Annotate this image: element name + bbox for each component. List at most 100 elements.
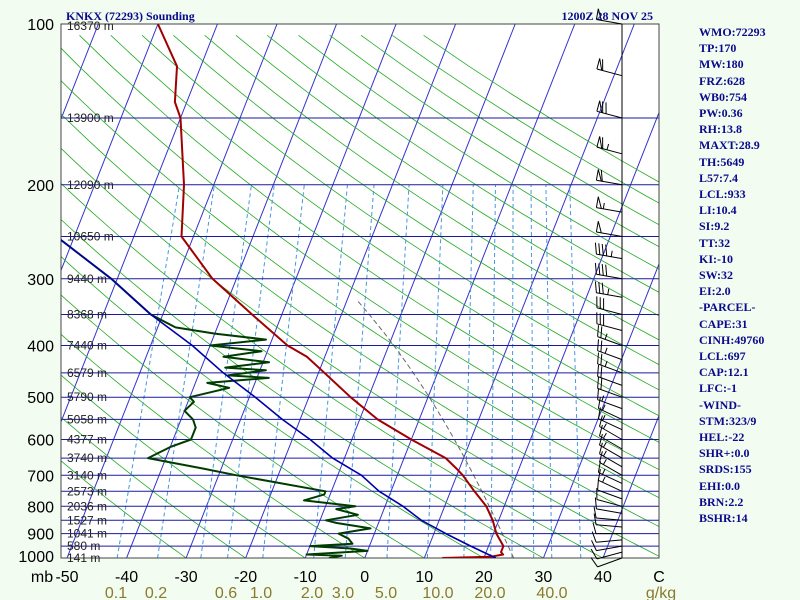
pressure-tick-label: 300: [27, 272, 54, 289]
sounding-index: STM:323/9: [699, 413, 757, 428]
wind-barb: [599, 442, 623, 468]
wind-barb: [591, 540, 623, 552]
dry-adiabat-line: [61, 294, 425, 558]
mixing-ratio-tick-label: 0.6: [215, 585, 237, 600]
wind-barb: [596, 296, 623, 315]
mixing-ratio-line: [511, 184, 514, 558]
height-label: 6579 m: [67, 366, 107, 380]
wind-barb: [597, 365, 623, 386]
wind-barb: [596, 58, 623, 77]
wind-barb: [599, 433, 623, 459]
sounding-index: HEL:-22: [699, 430, 745, 445]
sounding-index: TH:5649: [699, 154, 745, 169]
height-label: 12090 m: [67, 178, 114, 192]
dry-adiabat-line: [298, 34, 659, 270]
mixing-ratio-line: [569, 184, 582, 558]
temperature-tick-label: -10: [294, 569, 317, 586]
height-label: 580 m: [67, 539, 100, 553]
wind-barb: [591, 531, 623, 543]
mixing-ratio-tick-label: 20.0: [474, 585, 505, 600]
wind-barb: [595, 169, 623, 186]
dry-adiabat-line: [61, 256, 485, 558]
mixing-ratio-line: [545, 184, 553, 558]
temperature-tick-label: 40: [594, 569, 612, 586]
mixing-ratio-line: [426, 184, 444, 558]
height-label: 1041 m: [67, 527, 107, 541]
temperature-tick-label: -20: [234, 569, 257, 586]
station-title: KNKX (72293) Sounding: [66, 9, 195, 23]
mixing-ratio-unit-label: g/kg: [646, 585, 676, 600]
sounding-index: CAPE:31: [699, 316, 748, 331]
sounding-index: LCL:697: [699, 349, 746, 364]
sounding-index: CAP:12.1: [699, 365, 749, 380]
height-label: 1527 m: [67, 513, 107, 527]
sounding-index: PW:0.36: [699, 106, 743, 121]
temperature-tick-label: -30: [175, 569, 198, 586]
wind-barb: [595, 196, 623, 213]
mixing-ratio-tick-label: 10.0: [422, 585, 453, 600]
temperature-tick-label: 30: [535, 569, 553, 586]
height-label: 13900 m: [67, 111, 114, 125]
wind-barb: [594, 262, 623, 280]
wind-barb: [599, 451, 623, 476]
wind-barb: [599, 424, 623, 450]
isotherm-line: [364, 24, 576, 558]
sounding-index: EI:2.0: [699, 284, 731, 299]
dry-adiabat-line: [61, 147, 659, 557]
temperature-trace: [156, 24, 505, 558]
isotherm-line: [61, 24, 99, 121]
sounding-index: RH:13.8: [699, 122, 742, 137]
wind-barb: [593, 506, 623, 521]
sounding-index: LCL:933: [699, 187, 746, 202]
sounding-index: BRN:2.2: [699, 494, 744, 509]
height-label: 7440 m: [67, 339, 107, 353]
isotherm-line: [304, 24, 516, 558]
isotherm-line: [185, 24, 397, 558]
wind-barb: [595, 8, 623, 25]
pressure-tick-label: 500: [27, 390, 54, 407]
wind-barb: [597, 339, 623, 361]
sounding-index: BSHR:14: [699, 511, 748, 526]
height-label: 16370 m: [67, 19, 114, 33]
dry-adiabat-line: [61, 416, 247, 558]
pressure-tick-label: 200: [27, 178, 54, 195]
sounding-index: MAXT:28.9: [699, 138, 760, 153]
wind-barb: [595, 221, 623, 237]
height-label: 3140 m: [67, 468, 107, 482]
wind-barb: [594, 281, 623, 298]
height-label: 3740 m: [67, 451, 107, 465]
wind-barb: [593, 513, 623, 528]
pressure-tick-label: 700: [27, 468, 54, 485]
sounding-index: TT:32: [699, 235, 731, 250]
pressure-tick-label: 600: [27, 433, 54, 450]
mixing-ratio-line: [386, 184, 410, 558]
isotherm-line: [602, 414, 659, 558]
dry-adiabat-line: [61, 182, 604, 558]
dry-adiabat-line: [110, 35, 659, 417]
height-label: 141 m: [67, 551, 100, 565]
dry-adiabat-line: [61, 460, 187, 558]
sounding-index: TP:170: [699, 41, 737, 56]
dewpoint-trace: [61, 238, 372, 558]
mixing-ratio-tick-label: 3.0: [332, 585, 354, 600]
temperature-tick-label: -40: [115, 569, 138, 586]
pressure-tick-label: 400: [27, 339, 54, 356]
mixing-ratio-line: [344, 184, 375, 558]
mixing-ratio-tick-label: 5.0: [375, 585, 397, 600]
pressure-tick-label: 1000: [18, 549, 54, 566]
mixing-ratio-line: [490, 184, 496, 558]
height-label: 8368 m: [67, 308, 107, 322]
mixing-ratio-line: [116, 184, 180, 558]
sounding-index: L57:7.4: [699, 170, 738, 185]
sounding-index: SW:32: [699, 268, 734, 283]
dry-adiabat-line: [266, 34, 659, 293]
isotherm-line: [66, 24, 278, 558]
wind-barb: [590, 557, 623, 568]
wind-barb: [597, 352, 623, 374]
wind-barb: [597, 469, 623, 492]
temperature-tick-label: 20: [475, 569, 493, 586]
pressure-tick-label: 800: [27, 499, 54, 516]
height-label: 9440 m: [67, 272, 107, 286]
wind-barb: [596, 136, 623, 155]
